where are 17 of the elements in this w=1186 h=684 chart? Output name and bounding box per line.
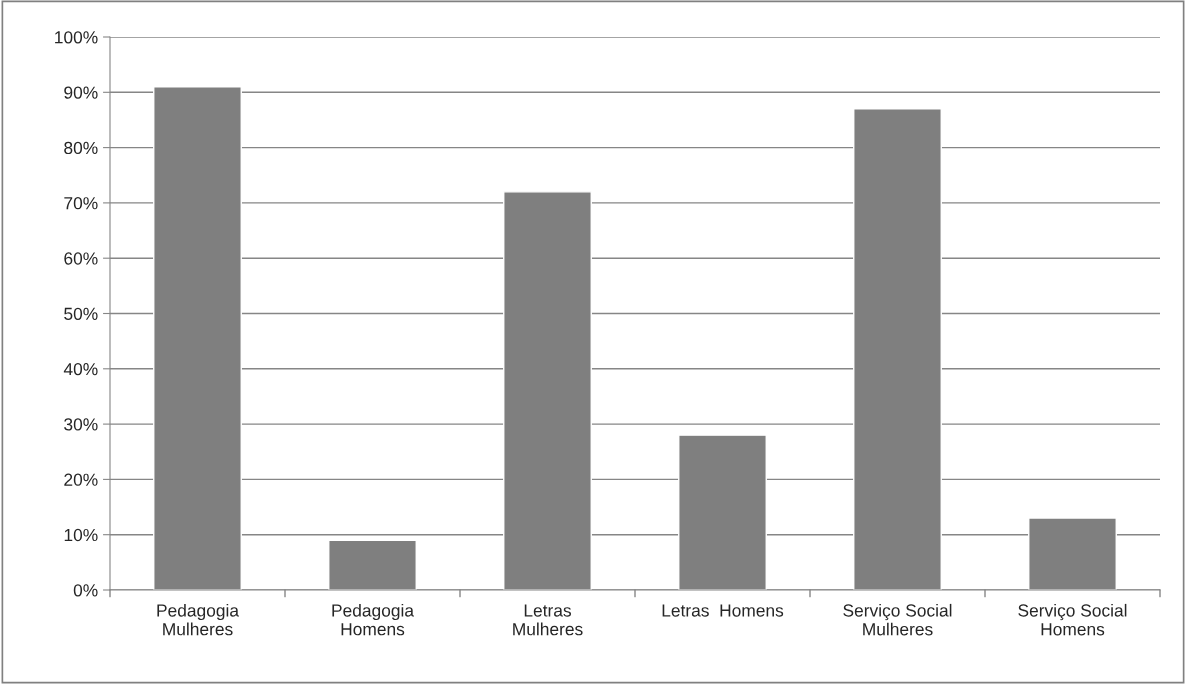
- y-tick-label: 60%: [64, 252, 98, 265]
- x-tick-label: Pedagogia Homens: [332, 603, 415, 636]
- x-tick-label: Letras Homens: [662, 604, 784, 617]
- x-tick-label: Serviço Social Mulheres: [843, 603, 952, 636]
- y-tick-label: 50%: [64, 307, 98, 320]
- y-tick-label: 20%: [64, 473, 98, 486]
- y-tick-label: 100%: [55, 31, 98, 44]
- x-tick-label: Serviço Social Homens: [1018, 603, 1127, 636]
- y-tick-label: 90%: [64, 86, 98, 99]
- y-tick-label: 40%: [63, 362, 98, 376]
- y-tick-label: 30%: [64, 418, 98, 431]
- y-tick-label: 0%: [73, 584, 98, 597]
- y-tick-label: 70%: [64, 197, 98, 210]
- x-tick-label: Pedagogia Mulheres: [157, 603, 240, 636]
- y-tick-label: 10%: [64, 528, 98, 542]
- y-tick-label: 80%: [64, 141, 98, 155]
- x-tick-label: Letras Mulheres: [513, 604, 583, 636]
